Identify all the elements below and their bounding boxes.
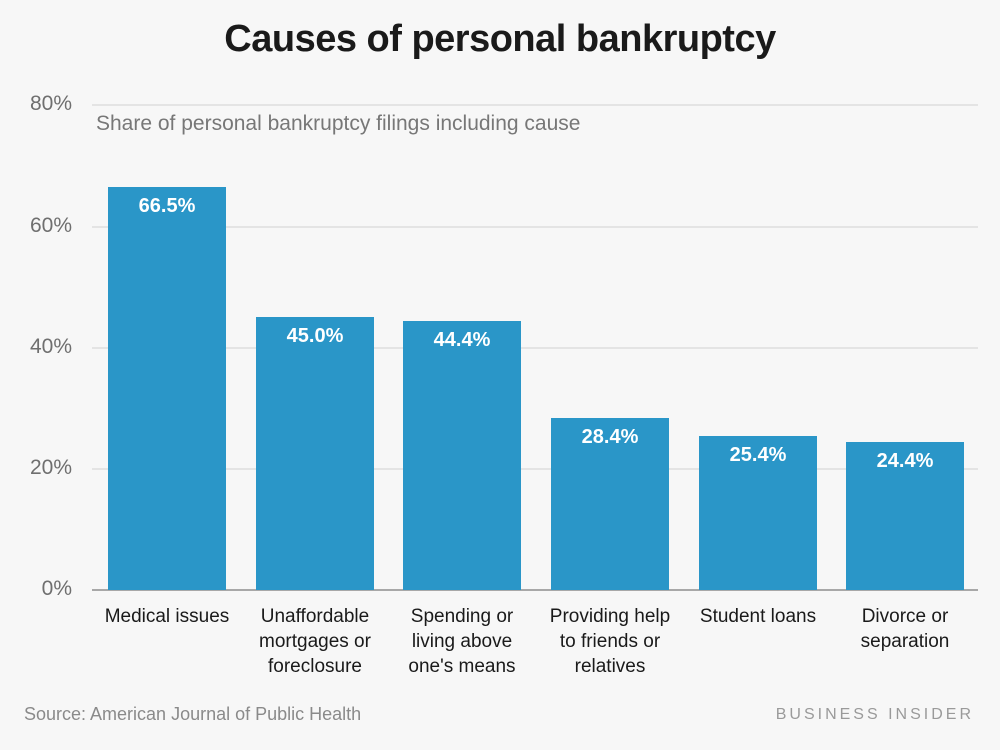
bar-value-label: 44.4% (433, 329, 491, 351)
bar-divorce: 24.4% (846, 442, 964, 590)
x-label-mortgages: Unaffordable mortgages or foreclosure (259, 606, 371, 677)
bar-value-label: 45.0% (286, 325, 344, 347)
source-note: Source: American Journal of Public Healt… (24, 704, 362, 724)
grid-60 (92, 226, 978, 228)
x-label-spending: Spending or living above one's means (408, 606, 516, 677)
brand-logo: BUSINESS INSIDER (775, 706, 974, 723)
bar-spending: 44.4% (403, 321, 521, 590)
grid-20 (92, 468, 978, 470)
bar-value-label: 24.4% (876, 450, 934, 472)
bar-value-label: 25.4% (729, 444, 787, 466)
x-label-medical: Medical issues (104, 606, 230, 627)
bar-mortgages: 45.0% (256, 317, 374, 590)
y-tick-20: 20% (29, 456, 72, 479)
bar-helping: 28.4% (551, 418, 669, 590)
bar-value-label: 28.4% (581, 426, 639, 448)
y-tick-80: 80% (29, 92, 72, 115)
y-tick-60: 60% (29, 214, 72, 237)
y-tick-40: 40% (29, 335, 72, 358)
grid-40 (92, 347, 978, 349)
x-axis-baseline (92, 589, 978, 591)
bar-value-label: 66.5% (138, 195, 196, 217)
y-tick-0: 0% (41, 577, 72, 600)
x-label-divorce: Divorce or separation (860, 606, 950, 652)
chart-subtitle: Share of personal bankruptcy filings inc… (96, 112, 581, 135)
x-label-helping: Providing help to friends or relatives (549, 606, 671, 677)
bar-student-loans: 25.4% (699, 436, 817, 590)
grid-80 (92, 104, 978, 106)
chart-title: Causes of personal bankruptcy (224, 18, 776, 60)
bar-medical: 66.5% (108, 187, 226, 590)
x-label-student-loans: Student loans (699, 606, 817, 627)
